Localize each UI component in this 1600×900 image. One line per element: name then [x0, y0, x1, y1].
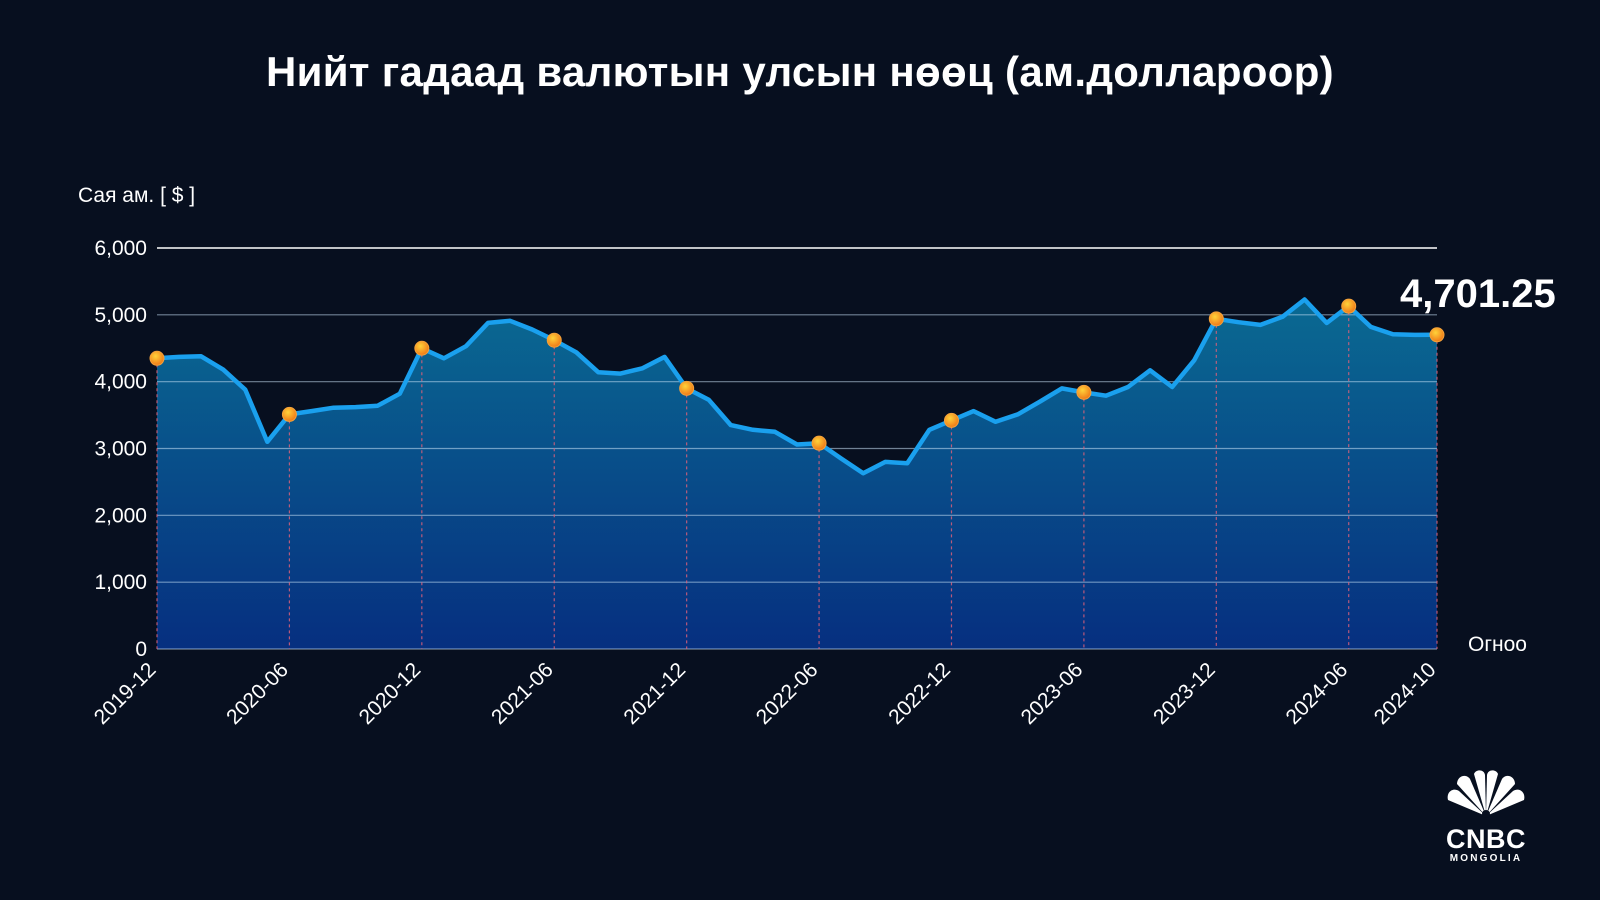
x-tick-label: 2022-12: [884, 658, 955, 729]
x-tick-label: 2020-12: [355, 658, 426, 729]
x-axis-label: Огноо: [1468, 633, 1527, 656]
data-point-marker: [1429, 327, 1445, 343]
data-point-marker: [414, 340, 430, 356]
data-point-marker: [1076, 384, 1092, 400]
logo-subtitle: MONGOLIA: [1449, 853, 1523, 864]
x-tick-label: 2021-06: [487, 658, 558, 729]
data-point-marker: [1341, 298, 1357, 314]
y-tick-label: 0: [135, 638, 147, 661]
x-tick-label: 2020-06: [222, 658, 293, 729]
x-tick-label: 2023-06: [1017, 658, 1088, 729]
x-tick-label: 2022-06: [752, 658, 823, 729]
last-value-label: 4,701.25: [1400, 272, 1556, 316]
y-tick-label: 4,000: [94, 371, 147, 394]
data-point-marker: [943, 412, 959, 428]
data-point-marker: [679, 380, 695, 396]
y-tick-label: 1,000: [94, 571, 147, 594]
y-tick-label: 5,000: [94, 304, 147, 327]
data-point-marker: [281, 406, 297, 422]
x-tick-label: 2021-12: [619, 658, 690, 729]
cnbc-mongolia-logo: CNBC MONGOLIA: [1436, 770, 1536, 865]
y-axis-label: Сая ам. [ $ ]: [78, 184, 196, 207]
data-point-marker: [1208, 311, 1224, 327]
x-tick-label: 2024-10: [1370, 658, 1441, 729]
data-point-marker: [811, 435, 827, 451]
data-point-marker: [546, 332, 562, 348]
peacock-icon: [1447, 770, 1525, 818]
data-point-marker: [149, 350, 165, 366]
chart-title: Нийт гадаад валютын улсын нөөц (ам.долла…: [266, 48, 1334, 95]
logo-wordmark: CNBC: [1446, 824, 1526, 854]
x-tick-label: 2024-06: [1281, 658, 1352, 729]
y-tick-label: 2,000: [94, 504, 147, 527]
y-tick-label: 6,000: [94, 237, 147, 260]
x-tick-label: 2023-12: [1149, 658, 1220, 729]
area-fill: [157, 299, 1437, 649]
x-tick-label: 2019-12: [90, 658, 161, 729]
y-tick-label: 3,000: [94, 438, 147, 461]
